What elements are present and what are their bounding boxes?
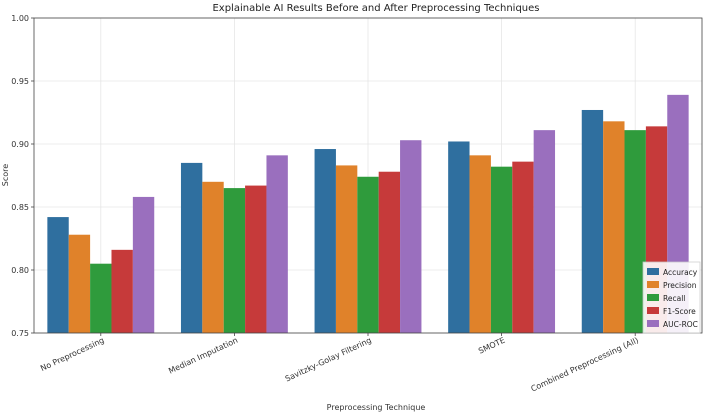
bar-precision	[335, 165, 358, 333]
bar-f1-score	[245, 185, 267, 333]
bar-recall	[357, 176, 379, 333]
bar-accuracy	[47, 217, 69, 333]
legend-label: AUC-ROC	[663, 320, 698, 329]
legend-swatch	[647, 294, 659, 301]
legend-label: Recall	[663, 294, 685, 303]
y-tick-label: 0.90	[11, 140, 29, 149]
chart-title: Explainable AI Results Before and After …	[212, 3, 539, 14]
legend-label: F1-Score	[663, 307, 696, 316]
y-tick-label: 0.75	[11, 329, 29, 338]
y-tick-label: 0.95	[11, 77, 29, 86]
bar-auc-roc	[266, 155, 288, 333]
bar-recall	[490, 166, 513, 333]
bar-f1-score	[512, 161, 534, 333]
bar-recall	[624, 130, 646, 333]
bar-recall	[90, 263, 112, 333]
bar-recall	[223, 188, 246, 333]
legend-swatch	[647, 281, 659, 288]
y-tick-label: 0.80	[11, 266, 29, 275]
legend-swatch	[647, 320, 659, 327]
bar-f1-score	[378, 171, 401, 333]
legend-label: Precision	[663, 281, 697, 290]
bar-auc-roc	[132, 196, 155, 333]
legend-swatch	[647, 307, 659, 314]
y-ticks: 0.75 0.80 0.85 0.90 0.95 1.00	[11, 14, 34, 338]
bar-auc-roc	[400, 140, 422, 333]
bar-accuracy	[581, 109, 604, 333]
bar-precision	[202, 181, 224, 333]
bars	[47, 94, 689, 333]
bar-precision	[469, 155, 491, 333]
bar-accuracy	[180, 162, 203, 333]
bar-precision	[603, 121, 625, 333]
legend: Accuracy Precision Recall F1-Score AUC-ROC	[642, 261, 701, 334]
bar-accuracy	[448, 141, 470, 333]
y-axis-label: Score	[1, 164, 10, 186]
bar-precision	[68, 234, 91, 333]
bar-accuracy	[314, 149, 336, 333]
x-axis-label: Preprocessing Technique	[327, 403, 426, 412]
legend-label: Accuracy	[663, 268, 698, 277]
legend-swatch	[647, 268, 659, 275]
y-tick-label: 1.00	[11, 14, 29, 23]
y-tick-label: 0.85	[11, 203, 29, 212]
bar-f1-score	[111, 249, 133, 333]
bar-auc-roc	[533, 130, 556, 333]
